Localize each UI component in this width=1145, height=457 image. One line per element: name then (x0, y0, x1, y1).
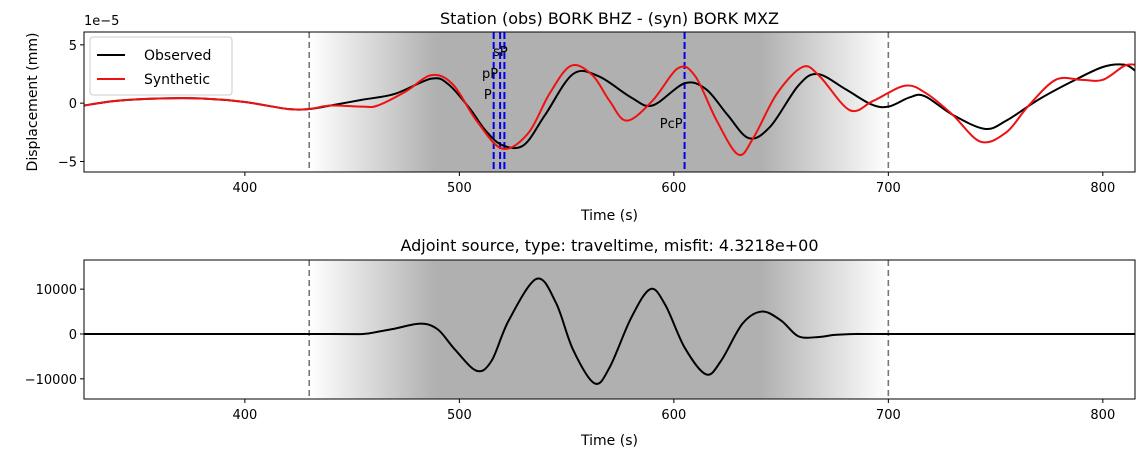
top-y-ticks: −5 0 5 (58, 39, 84, 171)
bottom-axes-frame (83, 259, 1136, 400)
bottom-y-ticks: −10000 0 10000 (25, 283, 84, 388)
bottom-window-shading (308, 260, 890, 399)
phase-label-P: P (484, 88, 492, 103)
bottom-y-tick-label: −10000 (25, 373, 77, 388)
top-series-synthetic-line (84, 63, 1135, 157)
bottom-x-tick-label: 800 (1090, 408, 1115, 423)
legend-box (89, 36, 233, 96)
top-panel: Station (obs) BORK BHZ - (syn) BORK MXZ … (25, 9, 1136, 224)
phase-label-PcP: PcP (660, 117, 683, 132)
top-plot-area (84, 32, 1135, 172)
top-window-gradient (309, 32, 889, 172)
top-axes-frame (83, 31, 1136, 173)
bottom-y-tick-label: 10000 (36, 283, 77, 298)
top-window-shading (308, 32, 890, 172)
top-y-offset-label: 1e−5 (84, 14, 119, 29)
top-x-tick-label: 400 (232, 181, 257, 196)
top-x-ticks: 400 500 600 700 800 (232, 172, 1115, 196)
top-phase-labels: sP pP P PcP (482, 45, 683, 132)
top-y-axis-label: Displacement (mm) (25, 33, 41, 172)
legend-observed-label: Observed (144, 48, 211, 64)
bottom-x-tick-label: 500 (447, 408, 472, 423)
bottom-x-axis-label: Time (s) (580, 433, 638, 449)
top-x-tick-label: 600 (661, 181, 686, 196)
bottom-plot-area (84, 277, 1135, 385)
bottom-x-tick-label: 600 (661, 408, 686, 423)
top-x-tick-label: 800 (1090, 181, 1115, 196)
top-y-tick-label: 5 (69, 39, 77, 54)
legend-synthetic-label: Synthetic (144, 72, 210, 88)
top-y-tick-label: 0 (69, 97, 77, 112)
phase-label-pP: pP (482, 67, 498, 82)
bottom-title: Adjoint source, type: traveltime, misfit… (400, 236, 818, 255)
bottom-x-ticks: 400 500 600 700 800 (232, 399, 1115, 423)
top-x-tick-label: 700 (876, 181, 901, 196)
bottom-x-tick-label: 400 (232, 408, 257, 423)
bottom-x-tick-label: 700 (876, 408, 901, 423)
top-x-tick-label: 500 (447, 181, 472, 196)
top-x-axis-label: Time (s) (580, 208, 638, 224)
bottom-window-gradient (309, 260, 889, 399)
bottom-panel: Adjoint source, type: traveltime, misfit… (25, 236, 1136, 449)
bottom-y-tick-label: 0 (69, 328, 77, 343)
phase-label-sP: sP (493, 45, 508, 60)
bottom-series-adjoint-line (84, 277, 1135, 385)
top-y-tick-label: −5 (58, 156, 77, 171)
legend: Observed Synthetic (89, 36, 233, 96)
top-title: Station (obs) BORK BHZ - (syn) BORK MXZ (440, 9, 779, 28)
